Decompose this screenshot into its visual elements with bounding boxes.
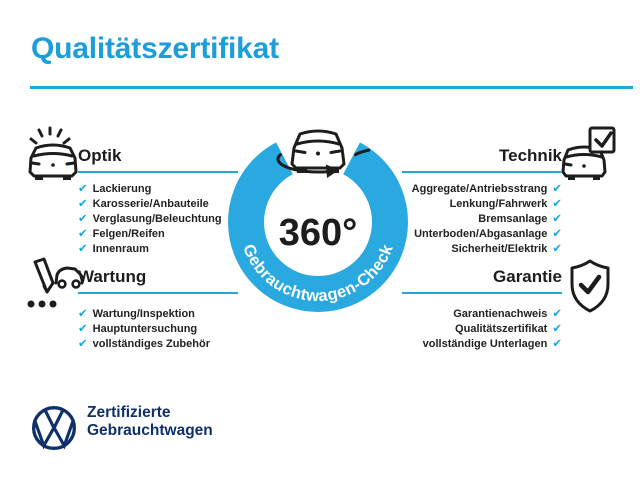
checklist-item: ✔ Bremsanlage: [478, 210, 562, 225]
check-icon: ✔: [552, 210, 562, 225]
check-icon: ✔: [552, 195, 562, 210]
shield-check-icon: [570, 259, 610, 313]
360-check-badge: Gebrauchtwagen-Check 360°: [228, 110, 414, 312]
checklist-item: ✔ Sicherheit/Elektrik: [451, 240, 562, 255]
checklist-item: ✔ Innenraum: [78, 240, 149, 255]
footer-claim: Zertifizierte Gebrauchtwagen: [87, 404, 213, 440]
check-icon: ✔: [78, 320, 88, 335]
checklist-item: ✔ Verglasung/Beleuchtung: [78, 210, 222, 225]
degree-label: 360°: [279, 212, 358, 254]
checklist-car-icon: [27, 257, 85, 308]
check-icon: ✔: [78, 305, 88, 320]
checklist-item: ✔ Unterboden/Abgasanlage: [414, 225, 562, 240]
section-title-wartung: Wartung: [78, 267, 238, 294]
checklist-wartung: ✔ Wartung/Inspektion ✔ Hauptuntersuchung ✔…: [78, 306, 238, 351]
section-title-garantie: Garantie: [402, 267, 562, 294]
checklist-garantie: ✔ Garantienachweis ✔ Qualitätszertifikat ✔…: [402, 306, 562, 351]
section-technik: Technik ✔ Aggregate/Antriebsstrang ✔ Lenku…: [402, 146, 562, 256]
check-icon: ✔: [78, 335, 88, 350]
checklist-optik: ✔ Lackierung ✔ Karosserie/Anbauteile ✔ Verg…: [78, 181, 238, 256]
checklist-item: ✔ Hauptuntersuchung: [78, 320, 198, 335]
checklist-item: ✔ Aggregate/Antriebsstrang: [411, 180, 562, 195]
section-title-optik: Optik: [78, 146, 238, 173]
check-icon: ✔: [78, 240, 88, 255]
checklist-item: ✔ Qualitätszertifikat: [455, 320, 562, 335]
check-icon: ✔: [552, 225, 562, 240]
checklist-technik: ✔ Aggregate/Antriebsstrang ✔ Lenkung/Fahrw…: [402, 181, 562, 256]
check-icon: ✔: [552, 180, 562, 195]
checklist-item: ✔ Lenkung/Fahrwerk: [449, 195, 562, 210]
section-wartung: Wartung ✔ Wartung/Inspektion ✔ Hauptunters…: [78, 267, 238, 351]
check-icon: ✔: [78, 180, 88, 195]
section-title-technik: Technik: [402, 146, 562, 173]
check-icon: ✔: [552, 305, 562, 320]
footer-claim-line2: Gebrauchtwagen: [87, 422, 213, 439]
vw-logo: [31, 405, 77, 451]
check-icon: ✔: [552, 320, 562, 335]
checklist-item: ✔ vollständige Unterlagen: [422, 335, 562, 350]
check-icon: ✔: [78, 210, 88, 225]
footer-claim-line1: Zertifizierte: [87, 404, 171, 421]
check-icon: ✔: [552, 335, 562, 350]
checklist-item: ✔ vollständiges Zubehör: [78, 335, 210, 350]
section-garantie: Garantie ✔ Garantienachweis ✔ Qualitätszer…: [402, 267, 562, 351]
check-icon: ✔: [78, 225, 88, 240]
checklist-item: ✔ Felgen/Reifen: [78, 225, 165, 240]
car-360-icon: [276, 129, 414, 178]
checklist-item: ✔ Lackierung: [78, 180, 152, 195]
page-title: Qualitätszertifikat: [31, 32, 279, 65]
car-shine-icon: [28, 126, 78, 180]
checklist-item: ✔ Wartung/Inspektion: [78, 305, 195, 320]
checklist-item: ✔ Karosserie/Anbauteile: [78, 195, 209, 210]
checklist-item: ✔ Garantienachweis: [453, 305, 562, 320]
check-icon: ✔: [78, 195, 88, 210]
title-divider: [30, 86, 633, 89]
car-checkbox-icon: [561, 126, 616, 180]
section-optik: Optik ✔ Lackierung ✔ Karosserie/Anbauteile…: [78, 146, 238, 256]
check-icon: ✔: [552, 240, 562, 255]
